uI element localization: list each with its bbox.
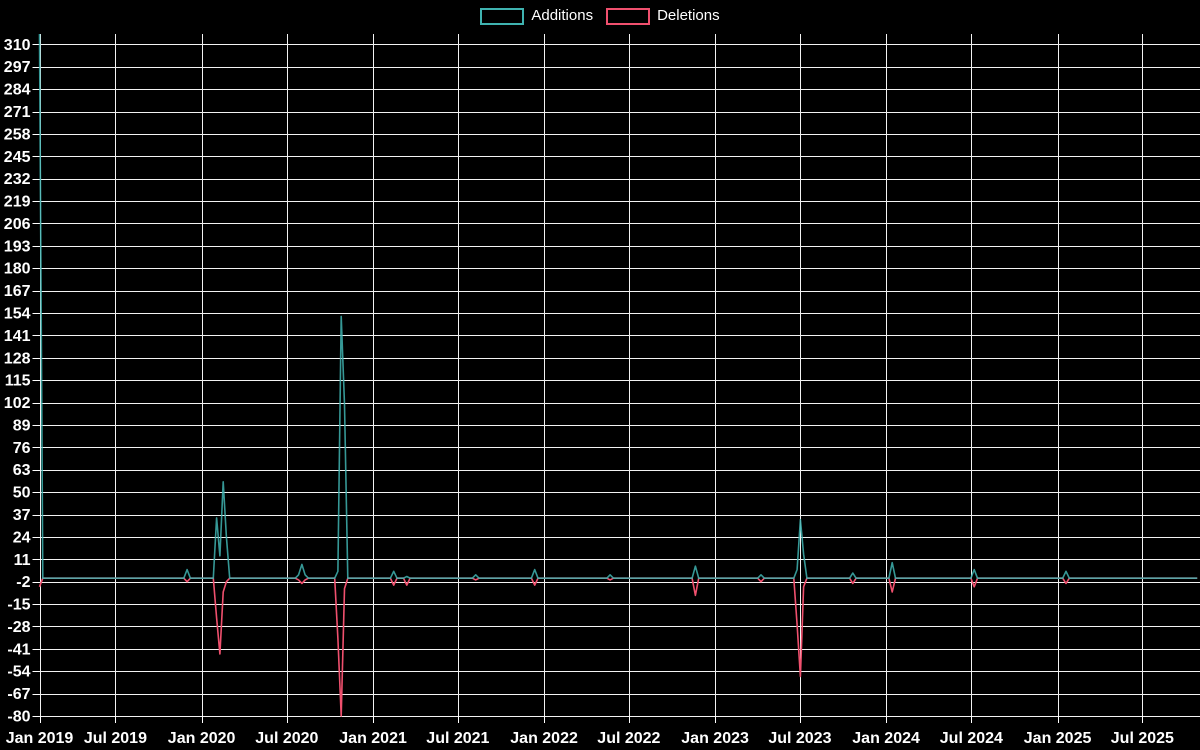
y-tick-labels: -80 -67 -54 -41 -28 -15 -2 11 24 37 50 63 76 89 102 115… [4, 37, 31, 726]
svg-text:Jan 2021: Jan 2021 [339, 730, 407, 747]
svg-text:232: 232 [4, 171, 31, 188]
svg-text:Jan 2024: Jan 2024 [852, 730, 920, 747]
svg-text:37: 37 [13, 507, 31, 524]
deletions-swatch-icon [606, 7, 651, 25]
svg-text:245: 245 [4, 149, 31, 166]
svg-text:284: 284 [4, 82, 31, 99]
additions-swatch-icon [480, 7, 525, 25]
svg-text:Jan 2020: Jan 2020 [168, 730, 236, 747]
x-tick-labels: Jan 2019 Jul 2019 Jan 2020 Jul 2020 Jan 2021… [6, 730, 1174, 747]
svg-text:50: 50 [13, 485, 31, 502]
svg-text:76: 76 [13, 440, 31, 457]
svg-text:-80: -80 [7, 709, 30, 726]
svg-text:-67: -67 [7, 686, 30, 703]
legend-item-additions[interactable]: Additions [480, 7, 593, 25]
additions-legend-label: Additions [531, 7, 594, 24]
svg-text:-41: -41 [7, 641, 30, 658]
deletions-legend-label: Deletions [657, 7, 720, 24]
svg-text:Jul 2019: Jul 2019 [84, 730, 147, 747]
svg-text:89: 89 [13, 417, 31, 434]
legend-item-deletions[interactable]: Deletions [606, 7, 720, 25]
deletions-line [38, 577, 1198, 717]
svg-text:Jan 2023: Jan 2023 [681, 730, 749, 747]
svg-text:-28: -28 [7, 619, 30, 636]
svg-text:102: 102 [4, 395, 31, 412]
svg-text:271: 271 [4, 104, 31, 121]
svg-text:180: 180 [4, 261, 31, 278]
svg-text:-54: -54 [7, 664, 30, 681]
tick-marks [32, 44, 1143, 723]
svg-text:141: 141 [4, 328, 31, 345]
svg-text:206: 206 [4, 216, 31, 233]
chart-legend: Additions Deletions [0, 7, 1200, 25]
svg-text:Jul 2023: Jul 2023 [768, 730, 831, 747]
additions-line [38, 33, 1198, 580]
svg-text:-2: -2 [16, 574, 30, 591]
svg-text:Jul 2022: Jul 2022 [597, 730, 660, 747]
svg-text:24: 24 [13, 529, 31, 546]
x-gridlines [40, 34, 1143, 716]
svg-text:Jan 2022: Jan 2022 [510, 730, 578, 747]
svg-text:11: 11 [14, 552, 31, 569]
svg-text:Jul 2025: Jul 2025 [1111, 730, 1174, 747]
svg-text:128: 128 [4, 350, 31, 367]
svg-text:193: 193 [4, 238, 31, 255]
svg-text:Jul 2020: Jul 2020 [255, 730, 318, 747]
svg-text:219: 219 [4, 194, 31, 211]
svg-text:167: 167 [4, 283, 31, 300]
svg-text:154: 154 [4, 306, 31, 323]
svg-text:310: 310 [4, 37, 31, 54]
svg-text:297: 297 [4, 59, 31, 76]
y-gridlines [39, 44, 1200, 717]
svg-text:-15: -15 [7, 597, 30, 614]
svg-text:Jan 2019: Jan 2019 [6, 730, 74, 747]
svg-text:115: 115 [5, 373, 31, 390]
svg-text:63: 63 [13, 462, 31, 479]
svg-text:Jul 2021: Jul 2021 [426, 730, 489, 747]
svg-text:Jul 2024: Jul 2024 [940, 730, 1003, 747]
svg-text:Jan 2025: Jan 2025 [1024, 730, 1092, 747]
svg-text:258: 258 [4, 126, 31, 143]
